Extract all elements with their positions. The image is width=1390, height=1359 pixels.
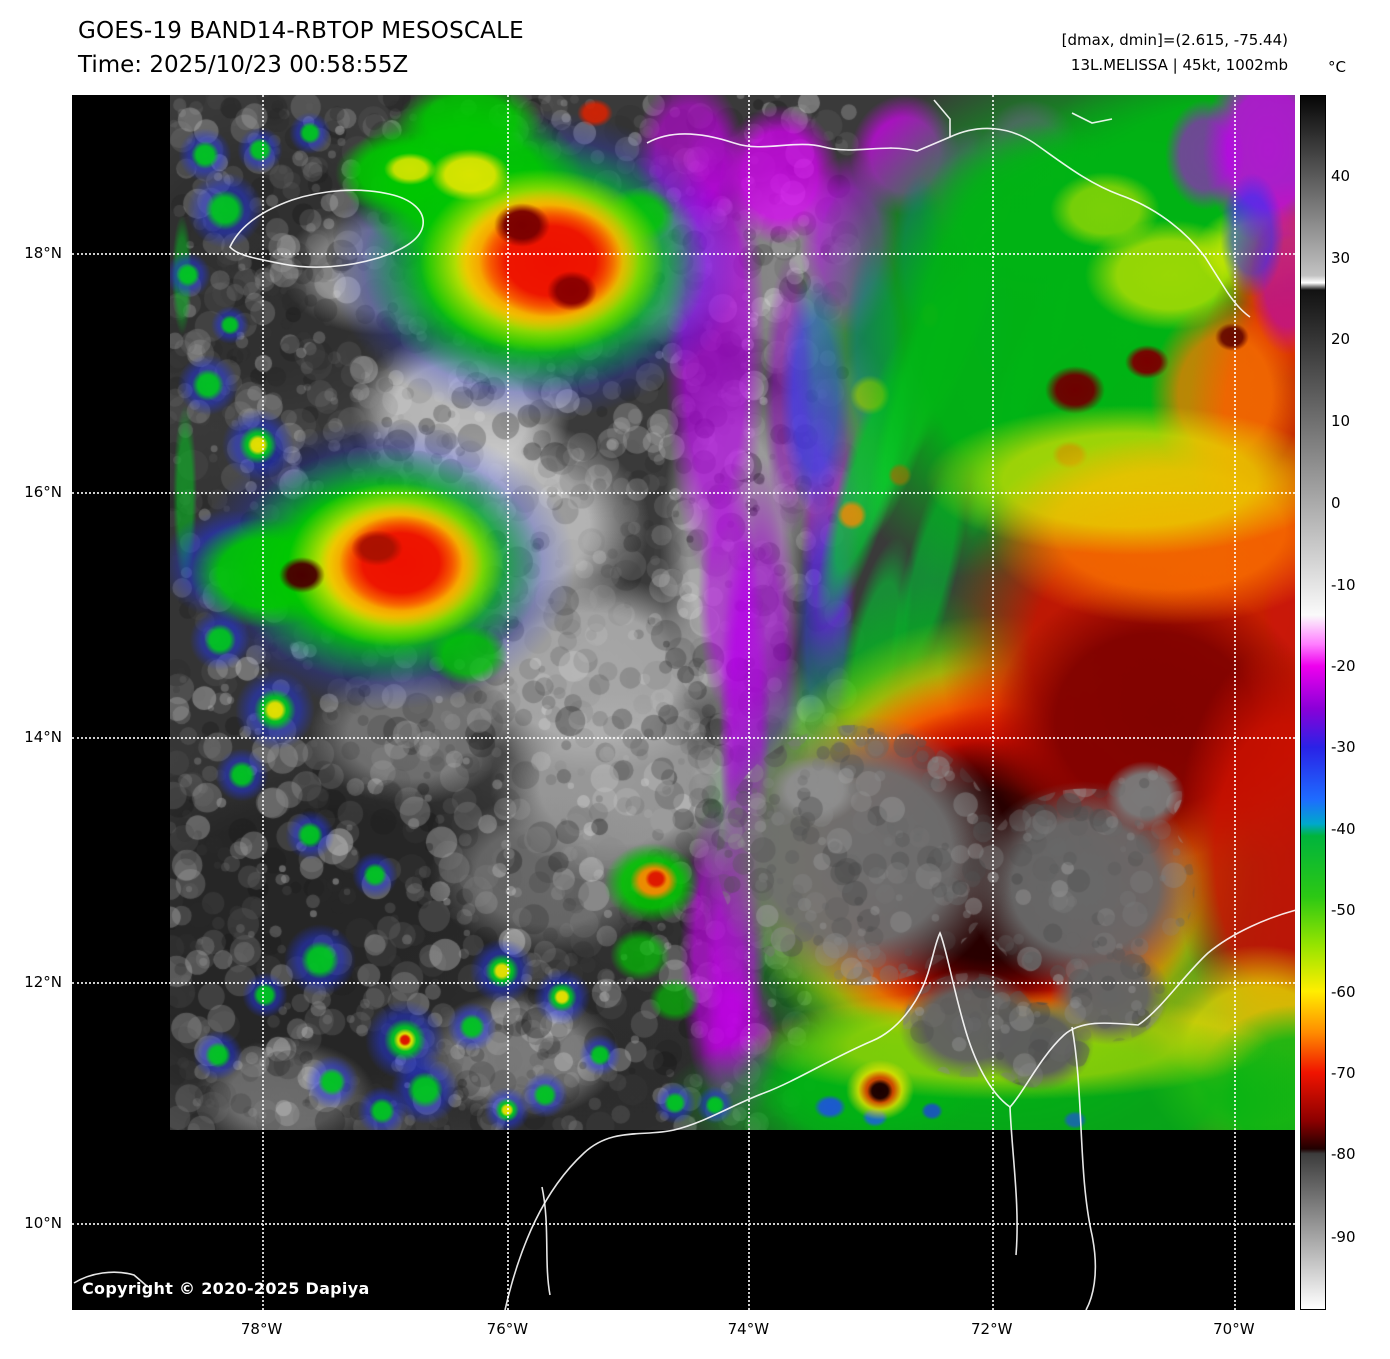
latitude-tick-label: 16°N — [24, 483, 62, 502]
colorbar-tick-label: -10 — [1331, 575, 1356, 594]
latitude-tick-label: 10°N — [24, 1213, 62, 1232]
map-plot: Copyright © 2020-2025 Dapiya — [72, 95, 1295, 1310]
colorbar-tick-label: -30 — [1331, 738, 1356, 757]
colorbar-tick-label: -70 — [1331, 1064, 1356, 1083]
longitude-tick-label: 74°W — [727, 1320, 770, 1338]
copyright-text: Copyright © 2020-2025 Dapiya — [82, 1279, 370, 1298]
colorbar-tick-label: 30 — [1331, 248, 1351, 267]
colorbar-tick-label: -20 — [1331, 657, 1356, 676]
latitude-tick-label: 18°N — [24, 243, 62, 262]
colorbar-tick-label: -90 — [1331, 1228, 1356, 1247]
colorbar-tick-label: 40 — [1331, 167, 1351, 186]
longitude-tick-label: 72°W — [970, 1320, 1013, 1338]
colorbar-tick-label: 10 — [1331, 411, 1351, 430]
longitude-tick-label: 78°W — [240, 1320, 283, 1338]
dmax-dmin-readout: [dmax, dmin]=(2.615, -75.44) — [1061, 31, 1288, 49]
latitude-gridline — [72, 1222, 1295, 1225]
colorbar-tick-label: 0 — [1331, 494, 1341, 513]
longitude-tick-label: 70°W — [1213, 1320, 1255, 1338]
coastline-path — [541, 1186, 551, 1296]
latitude-tick-label: 12°N — [24, 972, 62, 991]
colorbar-tick-label: -40 — [1331, 819, 1356, 838]
colorbar — [1300, 95, 1326, 1310]
page-title: GOES-19 BAND14-RBTOP MESOSCALE — [78, 18, 524, 44]
latitude-axis: 18°N 16°N 14°N 12°N 10°N — [0, 95, 66, 1310]
colorbar-tick-label: -60 — [1331, 982, 1356, 1001]
longitude-tick-label: 76°W — [486, 1320, 529, 1338]
colorbar-tick-label: -80 — [1331, 1145, 1356, 1164]
colorbar-ticks: 40 30 20 10 0 -10 -20 -30 -40 -50 -60 -70 -80 -90 — [1331, 95, 1389, 1310]
storm-info: 13L.MELISSA | 45kt, 1002mb — [1070, 55, 1288, 74]
latitude-tick-label: 14°N — [24, 727, 62, 746]
timestamp: Time: 2025/10/23 00:58:55Z — [78, 52, 409, 78]
longitude-axis: 78°W 76°W 74°W 72°W 70°W — [72, 1316, 1295, 1346]
colorbar-unit-label: °C — [1328, 58, 1346, 76]
colorbar-tick-label: -50 — [1331, 901, 1356, 920]
satellite-canvas — [170, 95, 1295, 1130]
colorbar-tick-label: 20 — [1331, 330, 1351, 349]
header-right-block: [dmax, dmin]=(2.615, -75.44) 13L.MELISSA… — [1062, 28, 1288, 78]
